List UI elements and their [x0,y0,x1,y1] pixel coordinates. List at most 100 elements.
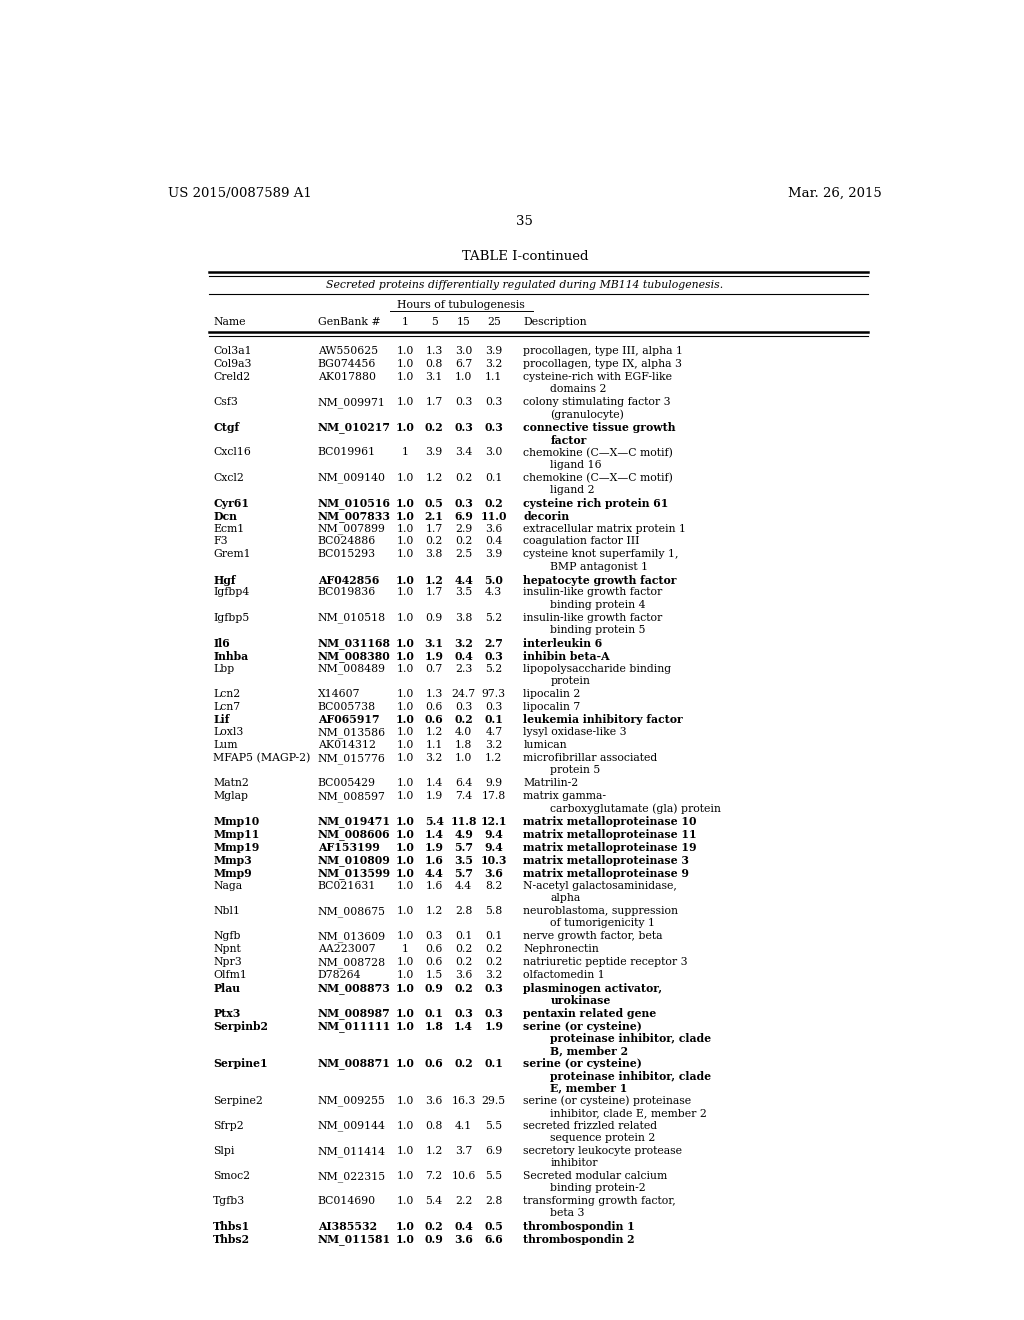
Text: 0.9: 0.9 [426,612,442,623]
Text: carboxyglutamate (gla) protein: carboxyglutamate (gla) protein [550,804,721,814]
Text: 0.2: 0.2 [425,422,443,433]
Text: NM_013609: NM_013609 [317,932,386,942]
Text: Tgfb3: Tgfb3 [213,1196,246,1206]
Text: Grem1: Grem1 [213,549,251,560]
Text: MFAP5 (MAGP-2): MFAP5 (MAGP-2) [213,754,310,763]
Text: 6.9: 6.9 [455,511,473,521]
Text: insulin-like growth factor: insulin-like growth factor [523,612,663,623]
Text: NM_008597: NM_008597 [317,791,386,803]
Text: Ctgf: Ctgf [213,422,240,433]
Text: NM_013586: NM_013586 [317,727,386,738]
Text: 3.5: 3.5 [454,855,473,866]
Text: 1.0: 1.0 [396,1146,414,1156]
Text: Col9a3: Col9a3 [213,359,252,370]
Text: 0.3: 0.3 [485,701,503,711]
Text: lysyl oxidase-like 3: lysyl oxidase-like 3 [523,727,627,738]
Text: 1.0: 1.0 [396,970,414,981]
Text: NM_019471: NM_019471 [317,817,391,828]
Text: 1.0: 1.0 [396,1221,415,1232]
Text: 1.0: 1.0 [396,741,414,750]
Text: NM_010217: NM_010217 [317,422,391,433]
Text: cysteine rich protein 61: cysteine rich protein 61 [523,498,669,508]
Text: BC005738: BC005738 [317,701,376,711]
Text: 1.4: 1.4 [454,1022,473,1032]
Text: 4.0: 4.0 [455,727,472,738]
Text: 5: 5 [431,317,437,326]
Text: 1.3: 1.3 [425,346,442,356]
Text: 5.7: 5.7 [454,842,473,853]
Text: 6.9: 6.9 [485,1146,503,1156]
Text: Nephronectin: Nephronectin [523,944,599,954]
Text: 16.3: 16.3 [452,1096,476,1106]
Text: 1.0: 1.0 [396,524,414,533]
Text: 0.1: 0.1 [484,714,503,726]
Text: 1.0: 1.0 [396,907,414,916]
Text: cysteine knot superfamily 1,: cysteine knot superfamily 1, [523,549,679,560]
Text: 2.1: 2.1 [425,511,443,521]
Text: 3.9: 3.9 [485,346,503,356]
Text: inhibitor: inhibitor [550,1158,598,1168]
Text: 8.2: 8.2 [485,882,503,891]
Text: 1.2: 1.2 [425,574,443,586]
Text: transforming growth factor,: transforming growth factor, [523,1196,676,1206]
Text: 0.2: 0.2 [485,944,503,954]
Text: NM_008871: NM_008871 [317,1059,391,1069]
Text: US 2015/0087589 A1: US 2015/0087589 A1 [168,186,312,199]
Text: 1.0: 1.0 [455,754,472,763]
Text: 1.9: 1.9 [425,842,443,853]
Text: Ecm1: Ecm1 [213,524,245,533]
Text: procollagen, type IX, alpha 3: procollagen, type IX, alpha 3 [523,359,682,370]
Text: 1.9: 1.9 [426,791,442,801]
Text: Ngfb: Ngfb [213,932,241,941]
Text: matrix metalloproteinase 10: matrix metalloproteinase 10 [523,817,696,828]
Text: NM_009255: NM_009255 [317,1096,386,1106]
Text: 4.4: 4.4 [425,869,443,879]
Text: urokinase: urokinase [550,995,610,1006]
Text: 2.7: 2.7 [484,638,503,648]
Text: NM_015776: NM_015776 [317,754,386,764]
Text: 0.2: 0.2 [425,1221,443,1232]
Text: 1.0: 1.0 [396,957,414,968]
Text: 0.6: 0.6 [425,944,442,954]
Text: 3.6: 3.6 [455,970,472,981]
Text: 0.2: 0.2 [485,957,503,968]
Text: matrix gamma-: matrix gamma- [523,791,606,801]
Text: 4.1: 4.1 [455,1121,472,1131]
Text: cysteine-rich with EGF-like: cysteine-rich with EGF-like [523,372,672,383]
Text: protein 5: protein 5 [550,766,601,775]
Text: 5.4: 5.4 [426,1196,442,1206]
Text: Slpi: Slpi [213,1146,234,1156]
Text: 9.4: 9.4 [484,829,503,841]
Text: Creld2: Creld2 [213,372,251,383]
Text: Plau: Plau [213,983,241,994]
Text: neuroblastoma, suppression: neuroblastoma, suppression [523,907,678,916]
Text: NM_008489: NM_008489 [317,664,386,675]
Text: decorin: decorin [523,511,569,521]
Text: 9.4: 9.4 [484,842,503,853]
Text: matrix metalloproteinase 9: matrix metalloproteinase 9 [523,869,689,879]
Text: 1.7: 1.7 [426,397,442,408]
Text: 0.6: 0.6 [425,957,442,968]
Text: BG074456: BG074456 [317,359,376,370]
Text: 10.3: 10.3 [480,855,507,866]
Text: secretory leukocyte protease: secretory leukocyte protease [523,1146,682,1156]
Text: serine (or cysteine): serine (or cysteine) [523,1022,642,1032]
Text: BC015293: BC015293 [317,549,376,560]
Text: 9.9: 9.9 [485,779,503,788]
Text: Lbp: Lbp [213,664,234,673]
Text: 0.7: 0.7 [426,664,442,673]
Text: Serpine2: Serpine2 [213,1096,263,1106]
Text: Lcn7: Lcn7 [213,701,241,711]
Text: 2.8: 2.8 [485,1196,503,1206]
Text: NM_009140: NM_009140 [317,473,386,483]
Text: 1.0: 1.0 [396,1121,414,1131]
Text: AF153199: AF153199 [317,842,380,853]
Text: 1.0: 1.0 [396,511,415,521]
Text: nerve growth factor, beta: nerve growth factor, beta [523,932,663,941]
Text: Cxcl16: Cxcl16 [213,447,251,458]
Text: 1.0: 1.0 [396,473,414,483]
Text: 3.1: 3.1 [425,638,443,648]
Text: inhibin beta-A: inhibin beta-A [523,651,610,661]
Text: NM_010516: NM_010516 [317,498,391,508]
Text: 2.3: 2.3 [455,664,472,673]
